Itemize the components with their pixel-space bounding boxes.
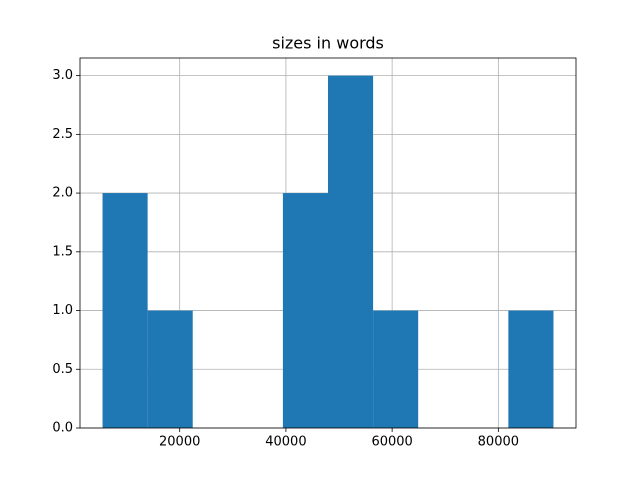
chart-title: sizes in words <box>272 34 384 53</box>
bar <box>508 310 554 428</box>
y-tick-label: 2.0 <box>52 186 73 201</box>
y-tick-label: 3.0 <box>52 68 73 83</box>
axes-frame <box>79 57 577 429</box>
x-tick-label: 80000 <box>478 435 519 450</box>
bar <box>282 193 328 428</box>
bar <box>327 75 374 428</box>
x-tick-label: 20000 <box>159 435 200 450</box>
y-tick-label: 1.5 <box>52 244 73 259</box>
y-tick-label: 2.5 <box>52 127 73 142</box>
y-tick-label: 0.5 <box>52 362 73 377</box>
bar <box>373 310 419 428</box>
bar <box>147 310 193 428</box>
plot-area: 0.0 0.5 1.0 1.5 2.0 2.5 3.0 20000 40000 60000 8000… <box>52 58 576 450</box>
y-tick-label: 0.0 <box>52 421 73 436</box>
x-tick-label: 40000 <box>265 435 306 450</box>
bar <box>102 193 148 428</box>
x-tick-label: 60000 <box>371 435 412 450</box>
y-tick-label: 1.0 <box>52 303 73 318</box>
